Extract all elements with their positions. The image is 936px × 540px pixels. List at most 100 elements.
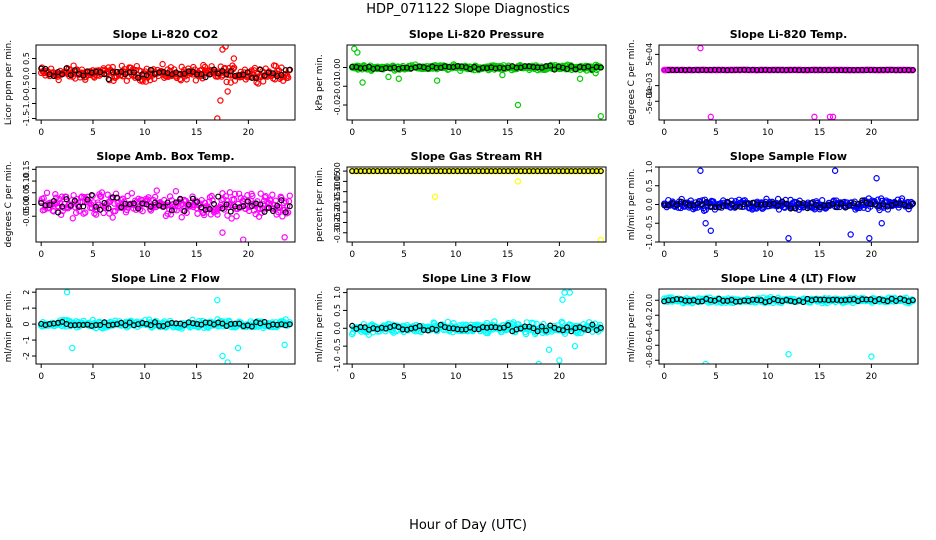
reference-point (189, 195, 196, 202)
reference-point (168, 207, 175, 214)
outlier-point (227, 79, 234, 86)
reference-point (286, 66, 293, 73)
outlier-point (831, 167, 839, 174)
reference-point (530, 325, 537, 332)
reference-point (210, 201, 217, 208)
reference-point (118, 319, 125, 326)
reference-point (248, 323, 255, 330)
panel-title: Slope Li-820 Pressure (409, 28, 544, 41)
data-point (183, 76, 190, 83)
data-point (52, 191, 59, 198)
data-point (55, 76, 62, 84)
y-tick-label: -2 (22, 352, 31, 360)
data-point (230, 196, 238, 203)
reference-point (185, 201, 192, 208)
y-tick-label: -0.2 (645, 307, 654, 323)
data-point (233, 213, 240, 220)
reference-point (177, 195, 184, 202)
reference-point (223, 201, 230, 208)
data-point (282, 316, 289, 323)
data-point (205, 198, 213, 205)
data-point (818, 197, 826, 204)
outlier-point (385, 73, 392, 81)
reference-point (568, 328, 575, 335)
reference-point (817, 204, 824, 211)
outlier-point (785, 235, 792, 242)
outlier-point (571, 342, 579, 350)
data-point (444, 318, 452, 326)
y-tick-label: -0.5 (22, 81, 31, 97)
outlier-point (597, 236, 605, 242)
reference-point (92, 203, 99, 210)
reference-point (80, 72, 87, 79)
reference-point (278, 197, 285, 204)
x-tick-label: 0 (38, 128, 44, 138)
reference-point (538, 323, 545, 330)
outlier-point (219, 46, 226, 53)
y-tick-label: -1e-03 (645, 73, 654, 99)
reference-point (206, 205, 213, 212)
x-tick-label: 5 (713, 250, 719, 260)
reference-point (838, 200, 845, 207)
data-point (559, 319, 566, 327)
data-points (37, 289, 294, 364)
outlier-point (234, 344, 242, 352)
y-tick-label: -1.0 (645, 234, 654, 250)
panel-title: Slope Li-820 Temp. (730, 28, 848, 41)
data-point (104, 191, 111, 198)
x-tick-label: 5 (401, 372, 407, 382)
data-points (660, 45, 917, 120)
plot-frame (346, 44, 607, 121)
reference-point (97, 206, 104, 213)
panel-title: Slope Line 3 Flow (422, 272, 531, 285)
reference-point (219, 205, 226, 212)
reference-point (909, 67, 916, 74)
outlier-point (395, 75, 402, 82)
outlier-point (566, 289, 573, 296)
y-tick-label: 0.10 (22, 172, 31, 190)
x-tick-label: 5 (90, 372, 96, 382)
reference-point (46, 202, 53, 209)
outlier-point (868, 353, 875, 360)
outlier-point (559, 296, 566, 303)
outlier-point (702, 220, 709, 227)
reference-point (855, 201, 862, 208)
data-point (62, 193, 70, 201)
outlier-point (351, 45, 358, 52)
reference-point (71, 67, 78, 74)
y-tick-label: 1 (22, 306, 31, 311)
page-title: HDP_071122 Slope Diagnostics (366, 2, 570, 17)
reference-point (206, 71, 213, 78)
plot-frame (658, 44, 919, 121)
data-point (533, 320, 540, 328)
reference-point (101, 199, 108, 206)
data-point (491, 318, 498, 325)
outlier-point (214, 296, 221, 304)
reference-point (135, 74, 142, 81)
reference-point (278, 71, 285, 78)
x-tick-label: 0 (661, 372, 667, 382)
data-point (884, 206, 892, 213)
reference-point (349, 322, 356, 329)
outlier-point (219, 352, 226, 360)
x-tick-label: 10 (450, 250, 462, 260)
reference-point (703, 199, 710, 206)
reference-point (244, 198, 251, 205)
reference-point (219, 67, 226, 74)
reference-point (800, 299, 807, 306)
y-tick-label: 1.0 (645, 161, 654, 174)
data-point (72, 209, 80, 216)
y-axis-label: ml/min per min. (4, 291, 14, 363)
data-points (348, 167, 605, 242)
reference-point (130, 69, 137, 76)
reference-point (240, 203, 247, 210)
reference-point (804, 205, 811, 212)
y-tick-label: 1.0 (333, 286, 342, 299)
y-tick-label: 0.00 (22, 196, 31, 214)
data-points (348, 289, 605, 364)
reference-point (500, 324, 507, 331)
y-tick-label: -0.5 (645, 215, 654, 231)
reference-point (227, 208, 234, 215)
x-tick-label: 20 (866, 372, 878, 382)
